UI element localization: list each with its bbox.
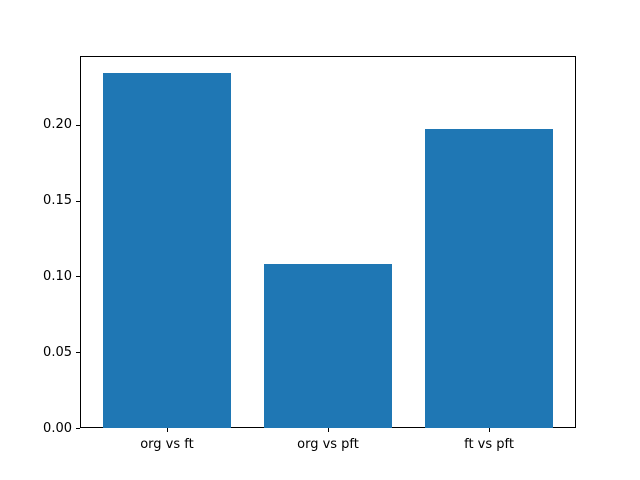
y-tick-label: 0.00 xyxy=(43,420,72,436)
y-tick-mark xyxy=(76,428,80,429)
y-tick-label: 0.05 xyxy=(43,344,72,360)
y-tick-mark xyxy=(76,200,80,202)
y-tick-mark xyxy=(76,352,80,354)
y-tick-label: 0.10 xyxy=(43,268,72,284)
x-tick-mark xyxy=(489,428,491,432)
x-tick-label: org vs ft xyxy=(140,437,194,452)
y-tick-label: 0.20 xyxy=(43,117,72,133)
x-tick-label: org vs pft xyxy=(297,437,359,452)
x-tick-mark xyxy=(328,428,329,432)
x-tick-label: ft vs pft xyxy=(464,437,514,452)
y-tick-mark xyxy=(76,124,80,126)
x-tick-mark xyxy=(166,428,168,432)
y-tick-label: 0.15 xyxy=(43,193,72,209)
y-tick-mark xyxy=(76,276,80,278)
bar-org-vs-pft xyxy=(263,264,393,428)
bar-ft-vs-pft xyxy=(424,129,554,428)
bar-org-vs-ft xyxy=(102,73,232,428)
